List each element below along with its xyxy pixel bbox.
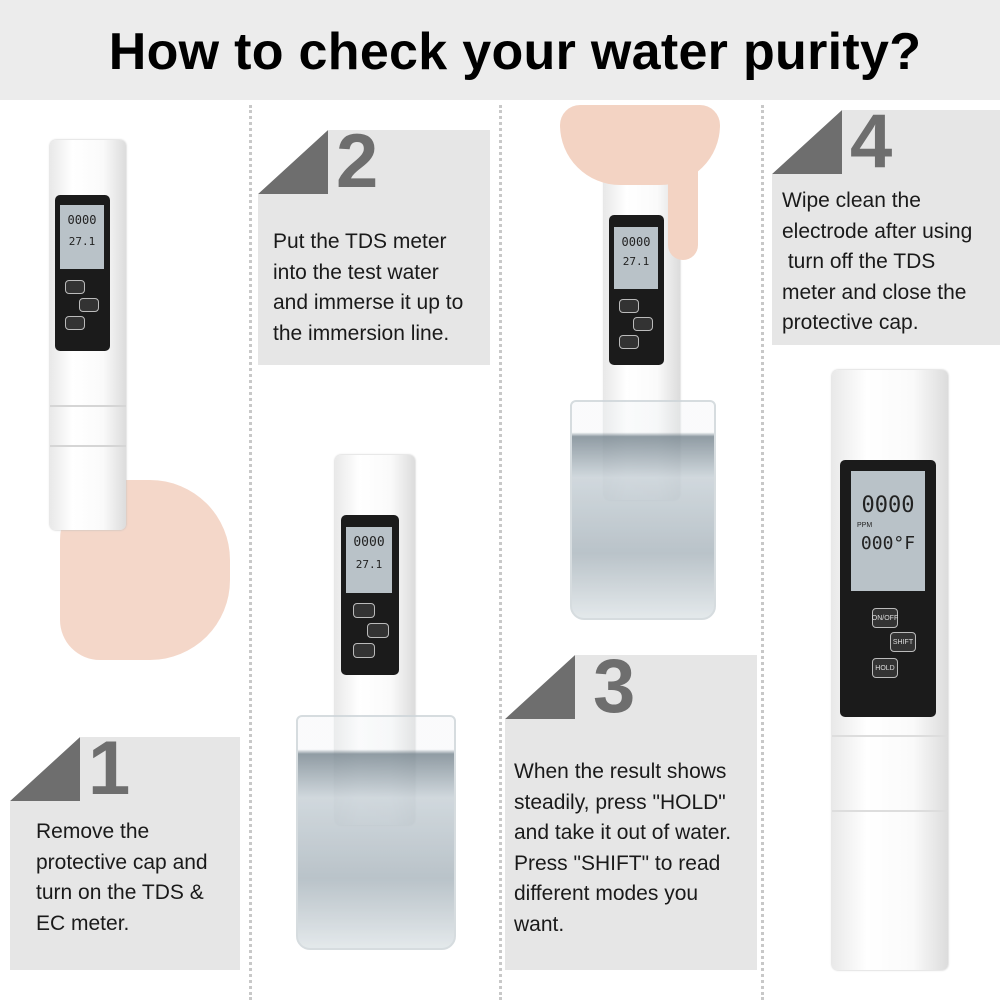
page-title: How to check your water purity?	[108, 23, 922, 81]
step-2-box: 2	[258, 130, 490, 365]
step-4-box: 4	[772, 110, 1000, 345]
shift-button	[367, 623, 389, 638]
meter-panel: 0000 PPM 000°F ON/OFF SHIFT HOLD	[840, 460, 936, 717]
tds-meter: 0000 PPM 000°F ON/OFF SHIFT HOLD	[832, 370, 948, 970]
line: turn off the TDS	[782, 250, 936, 273]
step-2-text: Put the TDS meter into the test water an…	[273, 227, 463, 349]
shift-button	[633, 317, 653, 331]
corner-triangle	[772, 110, 842, 174]
on-off-button: ON/OFF	[872, 608, 898, 628]
divider	[499, 105, 502, 1000]
step-number: 4	[850, 99, 893, 184]
step-number: 2	[336, 119, 379, 204]
cap-seam	[50, 445, 126, 447]
divider	[249, 105, 252, 1000]
on-off-button	[353, 603, 375, 618]
divider	[761, 105, 764, 1000]
thumb	[668, 150, 698, 260]
reading: 0000	[861, 493, 915, 518]
corner-triangle	[10, 737, 80, 801]
shift-button: SHIFT	[890, 632, 916, 652]
lcd-screen: 0000 27.1	[346, 527, 392, 593]
corner-triangle	[505, 655, 575, 719]
line: Put the TDS meter	[273, 230, 447, 253]
cap-seam	[832, 810, 948, 812]
temperature: 27.1	[68, 235, 96, 248]
on-off-button	[619, 299, 639, 313]
lcd-screen: 0000 27.1	[60, 205, 104, 269]
tds-meter: 0000 27.1	[50, 140, 126, 530]
hold-button	[619, 335, 639, 349]
cap-seam	[50, 405, 126, 407]
line: Press "SHIFT" to read	[514, 851, 721, 875]
step-4-text: Wipe clean the electrode after using tur…	[782, 186, 972, 339]
lcd-screen: 0000 27.1	[614, 227, 658, 289]
line: turn on the TDS &	[36, 881, 204, 904]
hold-button	[65, 316, 85, 330]
hold-button: HOLD	[872, 658, 898, 678]
temperature: 000°F	[860, 533, 916, 554]
line: When the result shows	[514, 760, 727, 783]
water-glass	[570, 400, 716, 620]
line: protective cap and	[36, 850, 208, 874]
line: want.	[514, 912, 565, 936]
meter-panel: 0000 27.1	[609, 215, 664, 365]
line: protective cap.	[782, 311, 919, 334]
step-number: 3	[593, 644, 636, 729]
hold-button	[353, 643, 375, 658]
title-band	[0, 0, 1000, 100]
line: into the test water	[273, 260, 439, 284]
meter-panel: 0000 27.1	[55, 195, 110, 351]
lcd-screen: 0000 PPM 000°F	[851, 471, 925, 591]
line: electrode after using	[782, 219, 973, 243]
line: and immerse it up to	[273, 291, 464, 314]
shift-button	[79, 298, 99, 312]
water-glass	[296, 715, 456, 950]
meter-panel: 0000 27.1	[341, 515, 399, 675]
reading: 0000	[67, 213, 97, 227]
unit-label: PPM	[857, 522, 873, 529]
line: Remove the	[36, 820, 150, 843]
step-1-box: 1	[10, 737, 240, 970]
reading: 0000	[621, 235, 651, 249]
line: different modes you	[514, 882, 699, 905]
line: the immersion line.	[273, 321, 450, 345]
cap-seam	[832, 735, 948, 737]
temperature: 27.1	[355, 558, 383, 571]
line: steadily, press "HOLD"	[514, 790, 726, 814]
line: Wipe clean the	[782, 189, 921, 212]
line: meter and close the	[782, 280, 967, 304]
step-number: 1	[88, 726, 131, 811]
corner-triangle	[258, 130, 328, 194]
step-1-text: Remove the protective cap and turn on th…	[36, 817, 208, 939]
reading: 0000	[353, 535, 385, 550]
on-off-button	[65, 280, 85, 294]
step-3-text: When the result shows steadily, press "H…	[514, 757, 731, 940]
line: EC meter.	[36, 911, 130, 935]
line: and take it out of water.	[514, 821, 732, 844]
temperature: 27.1	[622, 255, 650, 268]
